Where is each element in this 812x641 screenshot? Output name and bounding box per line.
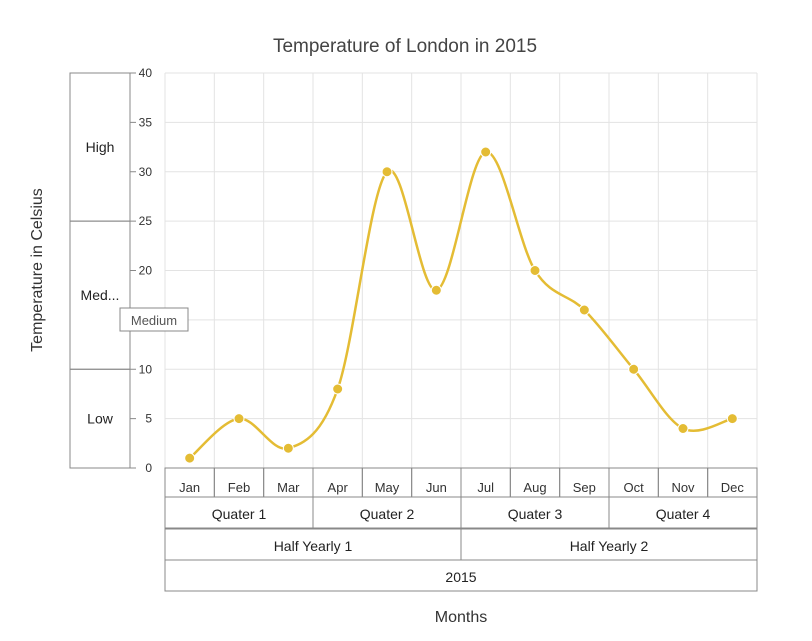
x-category-label: Jan [179, 480, 200, 495]
data-point [480, 146, 492, 158]
y-axis-title: Temperature in Celsius [29, 188, 46, 352]
x-category-label: Aug [523, 480, 546, 495]
tooltip: Medium [119, 307, 189, 332]
data-point [726, 413, 738, 425]
data-point [578, 304, 590, 316]
y-tick-label: 30 [139, 165, 153, 179]
x-category-label: May [375, 480, 400, 495]
tooltip-text: Medium [131, 313, 177, 328]
x-category-label: Dec [721, 480, 745, 495]
x-band-box [164, 559, 758, 592]
x-category-label: Sep [573, 480, 596, 495]
data-point [381, 166, 393, 178]
y-tick-label: 20 [139, 264, 153, 278]
data-point [233, 413, 245, 425]
y-tick-label: 40 [139, 66, 153, 80]
x-band-box [608, 496, 758, 529]
x-category-label: Jun [426, 480, 447, 495]
x-band-label: Half Yearly 1 [274, 538, 353, 554]
x-band-label: Quater 4 [656, 506, 711, 522]
tooltip-box [119, 307, 189, 332]
y-band-label: Med... [81, 287, 120, 303]
data-point [430, 284, 442, 296]
x-category-label: Nov [671, 480, 695, 495]
y-multilevel-labels: High Med... Low [69, 72, 131, 469]
x-axis-title: Months [435, 609, 487, 626]
y-band-label: Low [87, 411, 114, 427]
x-category-label: Oct [624, 480, 645, 495]
data-point [184, 452, 196, 464]
data-point [332, 383, 344, 395]
grid-lines [164, 72, 758, 469]
x-band-label: Quater 3 [508, 506, 563, 522]
y-tick-label: 5 [145, 412, 152, 426]
y-tick-label: 25 [139, 214, 153, 228]
x-band-label: Quater 1 [212, 506, 267, 522]
x-band-label: 2015 [445, 569, 476, 585]
data-point [282, 442, 294, 454]
data-point [628, 363, 640, 375]
x-multilevel-labels: Quater 1 Quater 2 Quater 3 Quater 4 Half Yea… [164, 496, 758, 592]
x-category-label: Feb [228, 480, 250, 495]
y-tick-label: 0 [145, 461, 152, 475]
y-tick-label: 10 [139, 362, 153, 376]
x-band-label: Half Yearly 2 [570, 538, 649, 554]
x-category-labels: Jan Feb Mar Apr May Jun Jul Aug Sep Oct Nov Dec [164, 467, 758, 498]
data-point [677, 423, 689, 434]
y-tick-label: 35 [139, 115, 153, 129]
chart-title: Temperature of London in 2015 [273, 36, 537, 57]
x-category-label: Jul [477, 480, 494, 495]
series-temperature [184, 146, 738, 464]
x-category-label: Apr [328, 480, 349, 495]
data-point [529, 265, 541, 276]
x-band-label: Quater 2 [360, 506, 415, 522]
y-band-label: High [86, 139, 115, 155]
x-category-label: Mar [277, 480, 300, 495]
y-band-box [69, 368, 131, 469]
